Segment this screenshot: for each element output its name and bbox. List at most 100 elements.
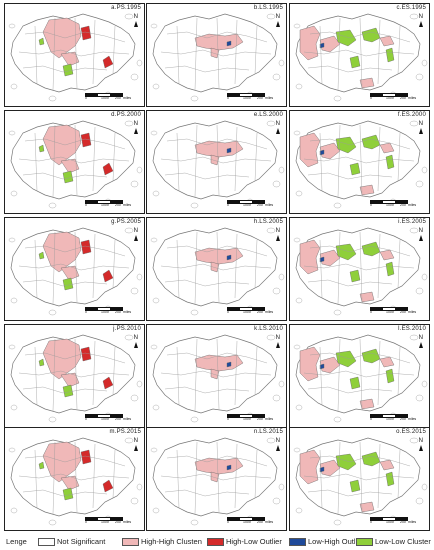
county-boundary — [194, 17, 198, 91]
scale-unit-label: miles — [408, 417, 417, 421]
map-panel-m-ps-2015: m.PS.2015 N 0 1000 200 miles — [4, 427, 145, 531]
north-label: N — [418, 228, 423, 234]
county-boundary — [186, 352, 208, 360]
outlying-county — [8, 447, 16, 453]
county-boundary — [309, 138, 331, 142]
scale-tick-label: 200 — [400, 203, 406, 207]
county-boundary — [184, 172, 206, 180]
panel-title: o.ES.2015 — [395, 429, 427, 436]
outlying-county — [124, 227, 134, 234]
county-boundary — [112, 25, 116, 75]
scale-bar: 0 1000 200 miles — [370, 93, 416, 102]
map-panel-l-es-2010: l.ES.2010 N 0 1000 200 miles — [289, 324, 430, 428]
legend-title: Lenge — [6, 537, 27, 546]
county-boundary — [349, 352, 371, 360]
scale-tick-label: 200 — [400, 310, 406, 314]
scale-bar: 0 1000 200 miles — [85, 93, 131, 102]
county-boundary — [222, 475, 246, 481]
cluster-region — [349, 162, 361, 176]
county-boundary — [202, 156, 224, 164]
scale-tick-label: 1000 — [386, 417, 394, 421]
outlying-county — [48, 202, 57, 209]
county-boundary — [202, 263, 224, 271]
county-boundary — [244, 51, 272, 55]
scale-tick-label: 200 — [115, 310, 121, 314]
county-boundary — [323, 263, 347, 269]
county-boundary — [74, 441, 78, 513]
cluster-region — [359, 77, 375, 89]
legend-swatch — [38, 538, 55, 547]
outlying-county — [409, 227, 419, 234]
north-arrow-icon: N — [419, 228, 423, 241]
outlying-county — [10, 404, 18, 411]
choropleth-map — [8, 437, 143, 526]
county-boundary — [160, 372, 182, 376]
county-boundary — [226, 174, 250, 178]
county-boundary — [347, 67, 371, 73]
county-boundary — [309, 455, 331, 459]
county-boundary — [84, 245, 106, 251]
north-arrow-head — [133, 128, 138, 134]
outlying-county — [415, 287, 424, 295]
county-boundary — [349, 245, 371, 253]
scale-tick-label: 1000 — [243, 203, 251, 207]
county-boundary — [359, 441, 363, 513]
county-boundary — [347, 388, 371, 394]
county-boundary — [80, 475, 104, 481]
county-boundary — [186, 138, 208, 146]
county-boundary — [44, 352, 66, 360]
north-arrow-icon: N — [276, 438, 280, 451]
cluster-region — [210, 261, 220, 273]
county-boundary — [52, 441, 56, 515]
legend-label: Not Significant — [57, 537, 106, 546]
scale-unit-label: miles — [123, 310, 132, 314]
county-boundary — [166, 352, 188, 356]
county-boundary — [359, 17, 363, 89]
north-arrow-icon: N — [419, 14, 423, 27]
outlying-county — [124, 13, 134, 20]
county-boundary — [365, 51, 389, 57]
county-boundary — [186, 455, 208, 463]
cluster-region — [359, 291, 375, 303]
scale-tick-label: 0 — [370, 417, 372, 421]
county-boundary — [64, 352, 86, 360]
county-boundary — [303, 372, 325, 376]
county-boundary — [74, 338, 78, 410]
panel-title: d.PS.2000 — [110, 112, 142, 119]
choropleth-map — [8, 227, 143, 316]
outlying-county — [333, 416, 342, 423]
cluster-region — [38, 37, 45, 46]
county-boundary — [104, 249, 126, 257]
scale-bar-graphic — [227, 200, 265, 204]
cluster-region — [62, 170, 74, 184]
scale-unit-label: miles — [265, 310, 274, 314]
outlying-county — [272, 180, 281, 188]
legend-item-not-significant: Not Significant — [38, 537, 106, 547]
cluster-region — [319, 256, 325, 263]
county-boundary — [222, 51, 246, 57]
cluster-region — [385, 47, 395, 63]
county-boundary — [303, 265, 325, 269]
county-boundary — [369, 31, 391, 37]
cluster-region — [226, 464, 232, 471]
county-boundary — [80, 158, 104, 164]
county-boundary — [204, 67, 228, 73]
county-boundary — [60, 49, 82, 57]
county-boundary — [92, 19, 96, 85]
outlying-county — [8, 130, 16, 136]
county-boundary — [226, 352, 248, 358]
county-boundary — [307, 279, 329, 283]
scale-bar-graphic — [227, 414, 265, 418]
cluster-region — [226, 361, 232, 368]
cluster-region — [379, 35, 395, 47]
scale-bar: 0 1000 200 miles — [85, 414, 131, 423]
cluster-region — [379, 356, 395, 368]
county-boundary — [180, 49, 204, 55]
county-boundary — [74, 124, 78, 196]
county-boundary — [323, 49, 347, 55]
choropleth-map — [150, 227, 285, 316]
county-boundary — [84, 67, 108, 71]
legend-label: High-High Clusten — [141, 537, 202, 546]
north-arrow-head — [418, 21, 423, 27]
cluster-region — [349, 376, 361, 390]
